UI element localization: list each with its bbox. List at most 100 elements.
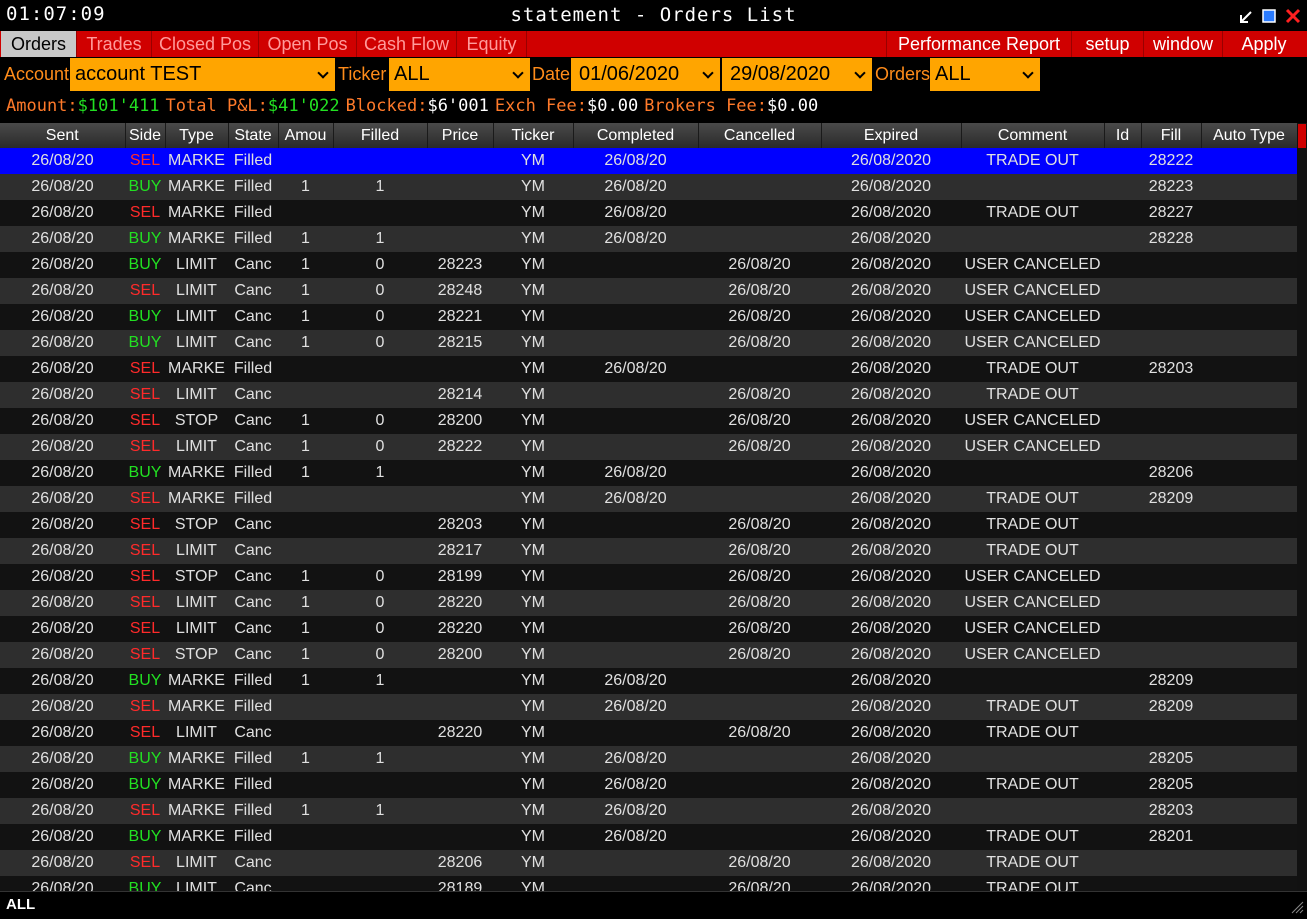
- summary-label: Brokers Fee:: [644, 96, 768, 116]
- order-row[interactable]: 26/08/20 SEL LIMIT Canc 1 0 28220 YM 26/08/20 26/…: [0, 590, 1297, 616]
- column-header[interactable]: Side: [125, 123, 166, 148]
- order-row[interactable]: 26/08/20 SEL MARKE Filled YM 26/08/20 26/08/20…: [0, 148, 1297, 174]
- cell: YM: [493, 824, 573, 850]
- column-header[interactable]: Ticker: [493, 123, 574, 148]
- orders-dropdown[interactable]: ALL: [930, 58, 1040, 91]
- order-row[interactable]: 26/08/20 SEL MARKE Filled YM 26/08/20 26/08/20…: [0, 200, 1297, 226]
- order-row[interactable]: 26/08/20 BUY MARKE Filled 1 1 YM 26/08/20 26/08/…: [0, 226, 1297, 252]
- cell: Filled: [228, 668, 278, 694]
- order-row[interactable]: 26/08/20 SEL STOP Canc 1 0 28200 YM 26/08/20 26/0…: [0, 642, 1297, 668]
- date-to-dropdown[interactable]: 29/08/2020: [722, 58, 872, 91]
- column-header[interactable]: Comment: [961, 123, 1105, 148]
- order-row[interactable]: 26/08/20 BUY LIMIT Canc 1 0 28223 YM 26/08/20 26/…: [0, 252, 1297, 278]
- cell: [333, 356, 427, 382]
- order-row[interactable]: 26/08/20 SEL MARKE Filled YM 26/08/20 26/08/20…: [0, 694, 1297, 720]
- order-row[interactable]: 26/08/20 SEL STOP Canc 28203 YM 26/08/20 26/08/…: [0, 512, 1297, 538]
- close-icon[interactable]: [1285, 8, 1301, 24]
- order-row[interactable]: 26/08/20 SEL MARKE Filled YM 26/08/20 26/08/20…: [0, 486, 1297, 512]
- order-row[interactable]: 26/08/20 SEL STOP Canc 1 0 28199 YM 26/08/20 26/0…: [0, 564, 1297, 590]
- ticker-dropdown[interactable]: ALL: [389, 58, 530, 91]
- order-row[interactable]: 26/08/20 SEL MARKE Filled YM 26/08/20 26/08/20…: [0, 356, 1297, 382]
- order-row[interactable]: 26/08/20 BUY MARKE Filled 1 1 YM 26/08/20 26/08/…: [0, 746, 1297, 772]
- cell: [278, 200, 333, 226]
- column-header[interactable]: Fill: [1141, 123, 1202, 148]
- order-row[interactable]: 26/08/20 SEL LIMIT Canc 28220 YM 26/08/20 26/08…: [0, 720, 1297, 746]
- cell: [1201, 538, 1297, 564]
- order-row[interactable]: 26/08/20 BUY LIMIT Canc 28189 YM 26/08/20 26/08…: [0, 876, 1297, 891]
- column-header[interactable]: Sent: [0, 123, 126, 148]
- order-row[interactable]: 26/08/20 SEL LIMIT Canc 1 0 28220 YM 26/08/20 26/…: [0, 616, 1297, 642]
- order-row[interactable]: 26/08/20 BUY MARKE Filled 1 1 YM 26/08/20 26/08/…: [0, 460, 1297, 486]
- window-controls[interactable]: [1238, 7, 1304, 25]
- summary-value: $101'411: [77, 96, 160, 116]
- cell: [427, 356, 493, 382]
- cell: SEL: [125, 720, 165, 746]
- cell: SEL: [125, 382, 165, 408]
- column-header[interactable]: Auto Type: [1201, 123, 1297, 148]
- cell: 26/08/20: [0, 408, 125, 434]
- cell: 26/08/2020: [821, 772, 961, 798]
- column-header[interactable]: Amou: [278, 123, 334, 148]
- cell: [1201, 850, 1297, 876]
- order-row[interactable]: 26/08/20 SEL LIMIT Canc 28206 YM 26/08/20 26/08…: [0, 850, 1297, 876]
- cell: [1141, 564, 1201, 590]
- tab[interactable]: Cash Flow: [357, 31, 457, 57]
- toolbar-button[interactable]: Apply: [1222, 31, 1305, 57]
- cell: [333, 512, 427, 538]
- cell: 26/08/20: [698, 642, 821, 668]
- cell: MARKE: [165, 356, 228, 382]
- window-title: statement - Orders List: [510, 4, 797, 26]
- cell: 26/08/20: [0, 616, 125, 642]
- toolbar-button[interactable]: Performance Report: [886, 31, 1071, 57]
- order-row[interactable]: 26/08/20 SEL LIMIT Canc 1 0 28248 YM 26/08/20 26/…: [0, 278, 1297, 304]
- tab[interactable]: Trades: [77, 31, 152, 57]
- tab[interactable]: Orders: [1, 31, 77, 57]
- account-dropdown[interactable]: account TEST: [70, 58, 335, 91]
- order-row[interactable]: 26/08/20 BUY LIMIT Canc 1 0 28215 YM 26/08/20 26/…: [0, 330, 1297, 356]
- cell: 28200: [427, 642, 493, 668]
- scrollbar[interactable]: [1297, 123, 1307, 891]
- column-header[interactable]: Expired: [821, 123, 962, 148]
- column-header[interactable]: Completed: [573, 123, 699, 148]
- order-row[interactable]: 26/08/20 SEL LIMIT Canc 28217 YM 26/08/20 26/08…: [0, 538, 1297, 564]
- order-row[interactable]: 26/08/20 BUY MARKE Filled 1 1 YM 26/08/20 26/08/…: [0, 668, 1297, 694]
- cell: Filled: [228, 148, 278, 174]
- cell: 26/08/2020: [821, 512, 961, 538]
- date-from-dropdown[interactable]: 01/06/2020: [571, 58, 720, 91]
- cell: MARKE: [165, 226, 228, 252]
- cell: 26/08/20: [0, 538, 125, 564]
- tab[interactable]: Equity: [457, 31, 527, 57]
- cell: 26/08/20: [0, 226, 125, 252]
- order-row[interactable]: 26/08/20 SEL MARKE Filled 1 1 YM 26/08/20 26/08/…: [0, 798, 1297, 824]
- order-row[interactable]: 26/08/20 SEL LIMIT Canc 28214 YM 26/08/20 26/08…: [0, 382, 1297, 408]
- column-header[interactable]: Id: [1104, 123, 1142, 148]
- tab[interactable]: Closed Pos: [152, 31, 259, 57]
- cell: [333, 876, 427, 891]
- column-header[interactable]: Type: [165, 123, 229, 148]
- toolbar-button[interactable]: setup: [1071, 31, 1143, 57]
- order-row[interactable]: 26/08/20 SEL STOP Canc 1 0 28200 YM 26/08/20 26/0…: [0, 408, 1297, 434]
- cell: YM: [493, 616, 573, 642]
- cell: Canc: [228, 382, 278, 408]
- cell: 0: [333, 642, 427, 668]
- cell: YM: [493, 356, 573, 382]
- order-row[interactable]: 26/08/20 BUY MARKE Filled YM 26/08/20 26/08/20…: [0, 772, 1297, 798]
- minimize-icon[interactable]: [1240, 11, 1252, 23]
- order-row[interactable]: 26/08/20 BUY LIMIT Canc 1 0 28221 YM 26/08/20 26/…: [0, 304, 1297, 330]
- maximize-icon[interactable]: [1262, 9, 1276, 23]
- order-row[interactable]: 26/08/20 BUY MARKE Filled 1 1 YM 26/08/20 26/08/…: [0, 174, 1297, 200]
- order-row[interactable]: 26/08/20 BUY MARKE Filled YM 26/08/20 26/08/20…: [0, 824, 1297, 850]
- cell: YM: [493, 252, 573, 278]
- cell: 26/08/20: [0, 746, 125, 772]
- resize-grip[interactable]: [1290, 900, 1304, 914]
- order-row[interactable]: 26/08/20 SEL LIMIT Canc 1 0 28222 YM 26/08/20 26/…: [0, 434, 1297, 460]
- toolbar-button[interactable]: window: [1143, 31, 1222, 57]
- tab[interactable]: Open Pos: [259, 31, 357, 57]
- column-header[interactable]: Price: [427, 123, 494, 148]
- column-header[interactable]: State: [228, 123, 279, 148]
- scrollbar-thumb[interactable]: [1298, 124, 1306, 148]
- cell: SEL: [125, 486, 165, 512]
- column-header[interactable]: Filled: [333, 123, 428, 148]
- column-header[interactable]: Cancelled: [698, 123, 822, 148]
- cell: 26/08/20: [698, 720, 821, 746]
